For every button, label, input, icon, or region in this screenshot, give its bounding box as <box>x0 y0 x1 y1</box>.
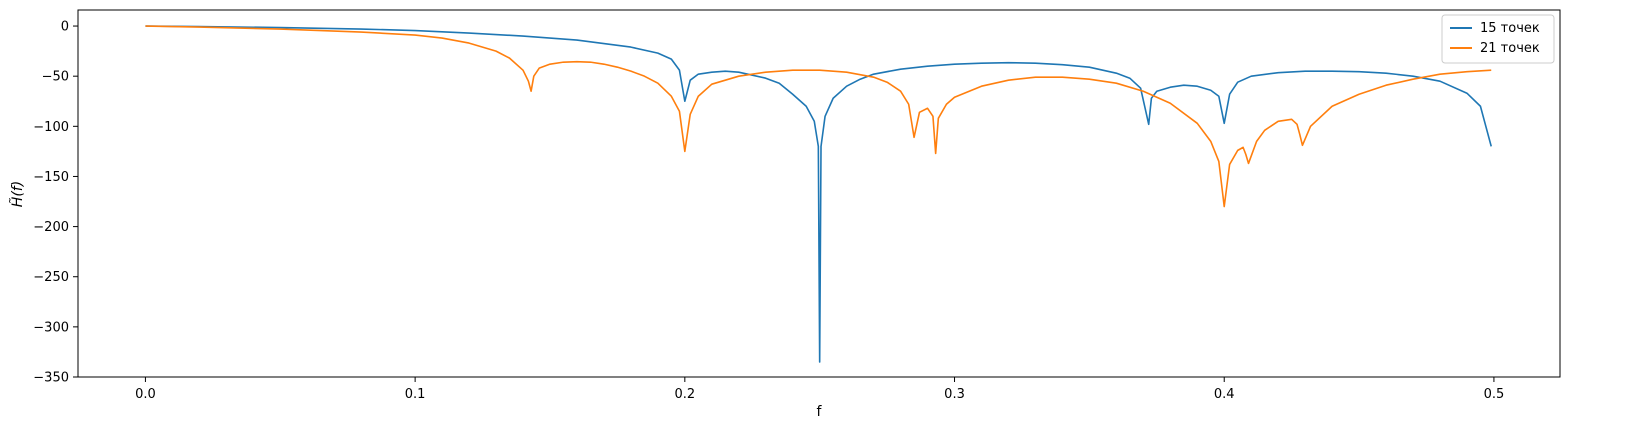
series-line-2 <box>145 25 1492 208</box>
x-tick-label: 0.0 <box>135 387 156 402</box>
y-tick-label: −50 <box>42 70 69 85</box>
series-line-1 <box>145 25 1493 363</box>
y-tick-label: −250 <box>33 270 69 285</box>
x-axis-label: f <box>817 404 823 420</box>
plot-frame <box>77 9 1561 378</box>
y-tick-label: 0 <box>61 20 69 35</box>
y-tick-label: −150 <box>33 170 69 185</box>
x-tick-label: 0.1 <box>405 387 426 402</box>
legend-label-series-2: 21 точек <box>1480 41 1540 56</box>
series-layer <box>145 25 1493 363</box>
y-tick-label: −100 <box>33 120 69 135</box>
x-tick-label: 0.2 <box>674 387 695 402</box>
legend: 15 точек 21 точек <box>1441 14 1555 64</box>
y-axis: 0 −50 −100 −150 −200 −250 −300 −350 <box>33 20 78 386</box>
legend-label-series-1: 15 точек <box>1480 21 1540 36</box>
y-tick-label: −350 <box>33 371 69 386</box>
x-tick-label: 0.3 <box>944 387 965 402</box>
y-tick-label: −200 <box>33 220 69 235</box>
x-tick-label: 0.5 <box>1484 387 1505 402</box>
x-tick-label: 0.4 <box>1214 387 1235 402</box>
y-axis-label: H̃(f) <box>9 181 26 207</box>
x-axis: 0.0 0.1 0.2 0.3 0.4 0.5 <box>135 377 1504 402</box>
y-tick-label: −300 <box>33 320 69 335</box>
